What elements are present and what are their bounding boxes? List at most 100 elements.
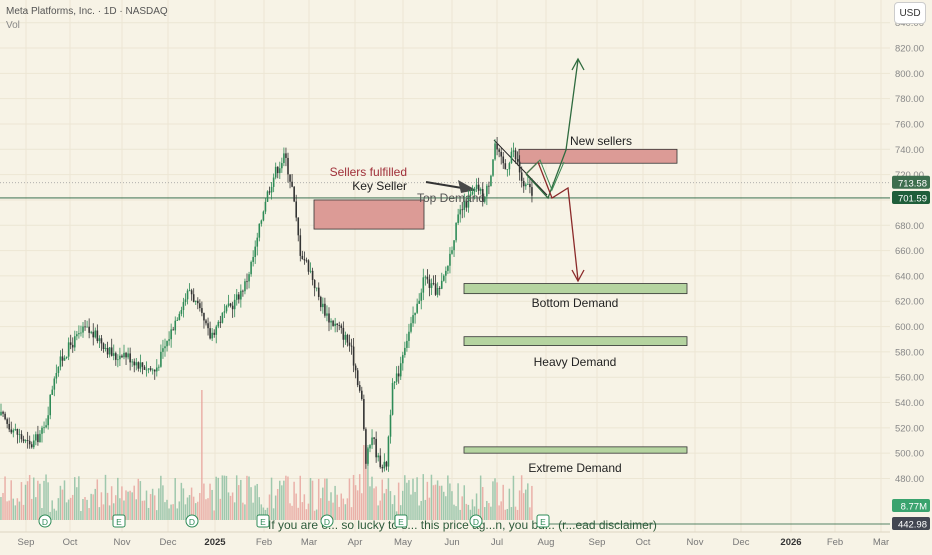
volume-bar — [354, 485, 357, 520]
candle-body — [459, 209, 461, 215]
candle-body — [37, 434, 39, 443]
time-axis: Sep Oct Nov Dec 2025 Feb Mar Apr May Jun Jul Aug Sep… — [0, 531, 890, 548]
candle-body — [424, 276, 427, 278]
volume-bar — [397, 482, 400, 520]
candle-body — [397, 373, 400, 377]
candle-body — [289, 174, 291, 182]
x-tick-label: Dec — [160, 537, 177, 548]
volume-bar — [268, 494, 271, 520]
volume-bar — [492, 481, 494, 520]
candle-body — [469, 194, 472, 197]
y-tick-label: 640.00 — [895, 271, 924, 282]
candle-body — [57, 366, 60, 373]
candle-body — [486, 185, 488, 197]
candle-body — [137, 362, 140, 369]
x-tick-label: Mar — [301, 537, 317, 548]
candle-body — [313, 280, 316, 289]
volume-bar — [393, 495, 396, 520]
bullish-arrowhead — [571, 57, 585, 71]
candle-body — [512, 150, 515, 152]
candle-body — [365, 429, 367, 464]
volume-bar — [428, 497, 431, 520]
candle-body — [418, 300, 420, 304]
volume-bar — [481, 486, 484, 520]
candle-body — [440, 280, 443, 289]
volume-bar — [514, 506, 517, 520]
volume-bar — [192, 496, 195, 520]
event-marker-label: E — [398, 517, 404, 527]
volume-bar — [108, 505, 111, 520]
candle-body — [496, 143, 498, 150]
volume-bar — [53, 508, 55, 520]
volume-bar — [369, 486, 371, 520]
candle-body — [43, 427, 45, 429]
candle-body — [223, 311, 226, 313]
candle-body — [184, 299, 187, 303]
volume-bar — [63, 480, 66, 520]
bearish-projection — [525, 160, 579, 281]
candle-body — [336, 323, 338, 326]
volume-bar — [459, 509, 461, 520]
candle-body — [12, 430, 15, 433]
candle-body — [90, 331, 92, 333]
y-tick-label: 740.00 — [895, 145, 924, 156]
candle-body — [117, 359, 119, 361]
candle-body — [106, 347, 109, 355]
volume-bar — [412, 478, 414, 520]
volume-bar — [221, 475, 224, 520]
zone-heavy-demand — [463, 336, 688, 346]
candle-body — [188, 290, 191, 292]
candle-body — [250, 261, 252, 275]
volume-bar — [203, 483, 205, 520]
candle-body — [65, 356, 68, 358]
candle-body — [432, 283, 435, 285]
volume-bar — [266, 507, 269, 520]
volume-bar — [6, 501, 8, 520]
candle-body — [344, 334, 347, 340]
volume-badge — [892, 499, 930, 512]
currency-button[interactable]: USD — [894, 2, 926, 24]
volume-bar — [41, 508, 43, 520]
volume-bar — [350, 507, 353, 520]
volume-bar — [252, 502, 254, 520]
candle-body — [477, 184, 480, 191]
x-tick-label: 2026 — [780, 537, 801, 548]
volume-bar — [291, 505, 293, 520]
volume-bar — [125, 490, 127, 520]
volume-bar — [141, 500, 144, 520]
volume-bar — [461, 496, 463, 520]
volume-bar — [12, 498, 14, 520]
candle-body — [115, 353, 117, 360]
candle-body — [371, 437, 373, 446]
candle-body — [434, 283, 437, 295]
candle-body — [162, 348, 164, 352]
bottom-demand-label: Bottom Demand — [532, 296, 619, 310]
y-tick-label: 620.00 — [895, 297, 924, 308]
trendline — [493, 139, 548, 196]
volume-bar — [438, 485, 441, 520]
candle-body — [190, 290, 193, 295]
volume-bar — [313, 510, 316, 520]
candle-body — [488, 185, 490, 187]
y-tick-label: 520.00 — [895, 423, 924, 434]
candle-body — [406, 340, 408, 348]
dividend-marker — [320, 514, 334, 528]
volume-bar — [383, 493, 386, 520]
candle-body — [410, 323, 412, 332]
volume-bar — [135, 499, 137, 520]
volume-bar — [162, 485, 164, 520]
volume-bar — [363, 445, 365, 520]
candle-body — [375, 438, 377, 458]
candle-body — [199, 303, 201, 309]
x-tick-label: Sep — [18, 537, 35, 548]
volume-bar — [14, 505, 17, 520]
candle-body — [346, 334, 349, 343]
candle-body — [51, 389, 54, 395]
volume-bar — [320, 498, 322, 520]
candle-body — [217, 321, 220, 327]
top-demand-label: Top Demand — [417, 191, 485, 205]
volume-bar — [315, 509, 318, 520]
candle-body — [168, 339, 170, 341]
